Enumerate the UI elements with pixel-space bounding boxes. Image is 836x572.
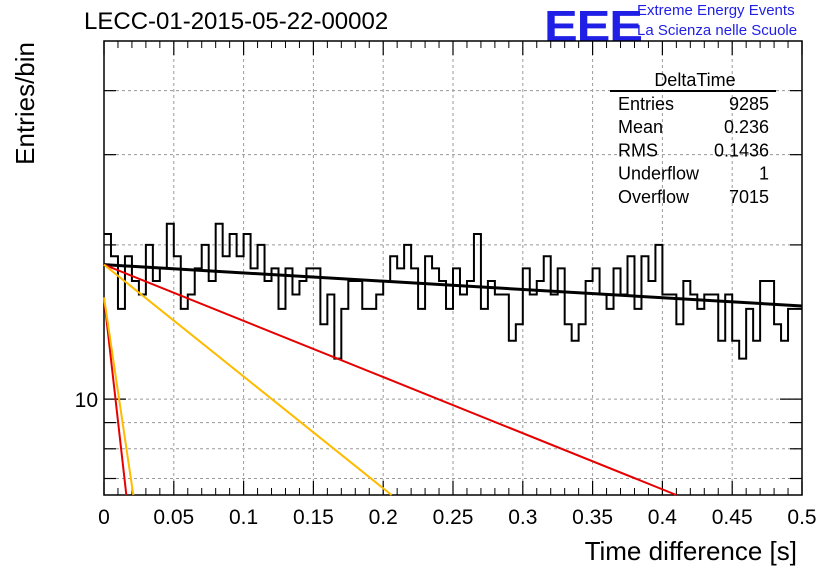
fit-line bbox=[103, 297, 135, 496]
stats-value: 7015 bbox=[729, 187, 769, 207]
fit-line bbox=[103, 263, 393, 496]
x-tick-label: 0.3 bbox=[508, 506, 537, 529]
logo-line-2: La Scienza nelle Scuole bbox=[637, 22, 798, 39]
logo-line-1: Extreme Energy Events bbox=[637, 2, 795, 19]
axis-ticks bbox=[103, 41, 803, 495]
x-tick-label: 0.4 bbox=[648, 506, 678, 529]
eee-logo: EEE bbox=[544, 2, 643, 51]
x-tick-label: 0.05 bbox=[153, 506, 194, 529]
stats-label: Mean bbox=[618, 117, 663, 137]
stats-title: DeltaTime bbox=[654, 70, 735, 90]
x-tick-label: 0.35 bbox=[572, 506, 613, 529]
x-axis-title: Time difference [s] bbox=[585, 536, 797, 566]
y-tick-label: 10 bbox=[75, 389, 98, 412]
y-axis-title: Entries/bin bbox=[10, 42, 40, 165]
stats-value: 0.1436 bbox=[714, 140, 769, 160]
stats-value: 1 bbox=[759, 164, 769, 184]
x-tick-label: 0 bbox=[98, 506, 110, 529]
x-tick-label: 0.1 bbox=[229, 506, 258, 529]
stats-label: Entries bbox=[618, 94, 674, 114]
chart-title: LECC-01-2015-05-22-00002 bbox=[84, 8, 389, 35]
fit-lines bbox=[103, 263, 803, 496]
stats-value: 0.236 bbox=[724, 117, 769, 137]
fit-line bbox=[103, 297, 128, 496]
fit-line bbox=[103, 263, 677, 496]
histogram bbox=[104, 222, 802, 360]
x-tick-label: 0.25 bbox=[433, 506, 474, 529]
stats-label: Overflow bbox=[618, 187, 690, 207]
x-tick-label: 0.5 bbox=[787, 506, 816, 529]
histogram-step-line bbox=[104, 222, 802, 360]
x-tick-label: 0.15 bbox=[293, 506, 334, 529]
stats-box: DeltaTime Entries 9285 Mean 0.236 RMS 0.1436 Un… bbox=[610, 70, 776, 207]
stats-value: 9285 bbox=[729, 94, 769, 114]
axis-labels: 0 0.05 0.1 0.15 0.2 0.25 0.3 0.35 0.4 0.45 0.5 10 Ti… bbox=[10, 42, 817, 566]
x-tick-label: 0.45 bbox=[712, 506, 753, 529]
stats-label: Underflow bbox=[618, 164, 700, 184]
x-tick-label: 0.2 bbox=[369, 506, 398, 529]
grid bbox=[104, 41, 802, 495]
stats-label: RMS bbox=[618, 140, 658, 160]
fit-line bbox=[103, 263, 803, 308]
